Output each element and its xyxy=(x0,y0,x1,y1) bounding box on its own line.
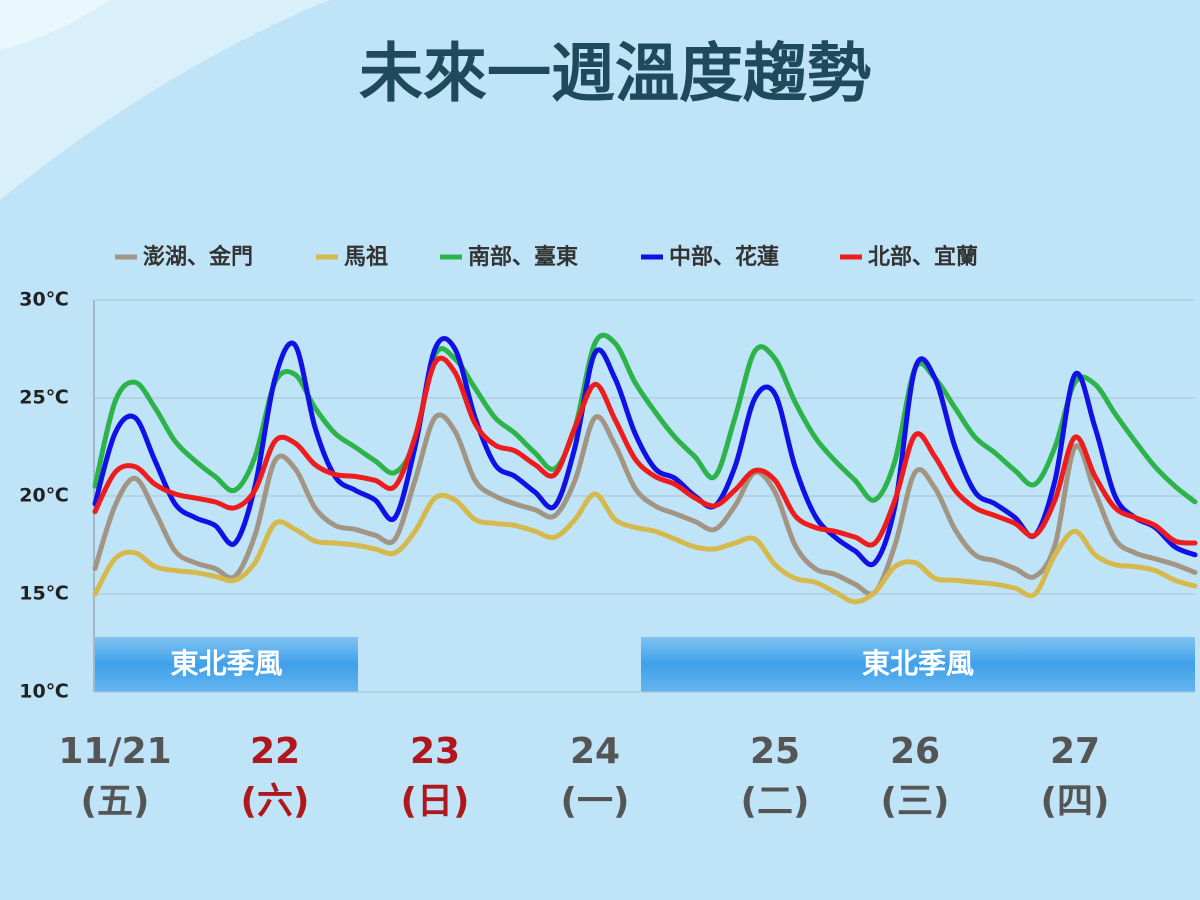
band-label: 東北季風 xyxy=(862,647,974,680)
series-line xyxy=(92,491,1198,605)
chart-title: 未來一週溫度趨勢 xyxy=(359,38,871,112)
x-tick-label: 24 xyxy=(570,731,620,772)
band-label: 東北季風 xyxy=(170,647,282,680)
series-line xyxy=(92,412,1198,597)
x-tick-label: 22 xyxy=(250,731,300,772)
y-tick-label: 30℃ xyxy=(19,289,68,311)
x-tick-label: 26 xyxy=(890,731,940,772)
monsoon-band xyxy=(95,637,358,692)
bands: 東北季風 東北季風 xyxy=(95,637,1195,692)
x-weekday-label: (六) xyxy=(241,781,310,822)
x-weekday-label: (五) xyxy=(81,781,150,822)
y-tick-label: 25℃ xyxy=(19,387,68,409)
corner-decoration xyxy=(0,0,110,50)
x-weekday-label: (日) xyxy=(401,781,470,822)
legend-label: 中部、花蓮 xyxy=(669,244,779,270)
x-tick-label: 25 xyxy=(750,731,800,772)
x-tick-label: 27 xyxy=(1050,731,1100,772)
x-tick-label: 23 xyxy=(410,731,460,772)
y-tick-label: 10℃ xyxy=(19,681,68,703)
x-weekday-label: (三) xyxy=(881,781,950,822)
legend-label: 澎湖、金門 xyxy=(143,244,253,270)
x-weekday-label: (一) xyxy=(561,781,630,822)
monsoon-band xyxy=(641,637,1195,692)
corner-decoration xyxy=(0,0,330,200)
series-line xyxy=(92,336,1198,568)
legend-label: 馬祖 xyxy=(344,245,388,270)
legend-label: 北部、宜蘭 xyxy=(868,244,978,270)
x-tick-label: 11/21 xyxy=(58,731,171,772)
legend-label: 南部、臺東 xyxy=(468,244,578,270)
y-tick-label: 20℃ xyxy=(19,485,68,507)
x-weekday-label: (四) xyxy=(1041,781,1110,822)
x-weekday-label: (二) xyxy=(741,781,810,822)
y-tick-label: 15℃ xyxy=(19,583,68,605)
series-line xyxy=(92,355,1198,548)
